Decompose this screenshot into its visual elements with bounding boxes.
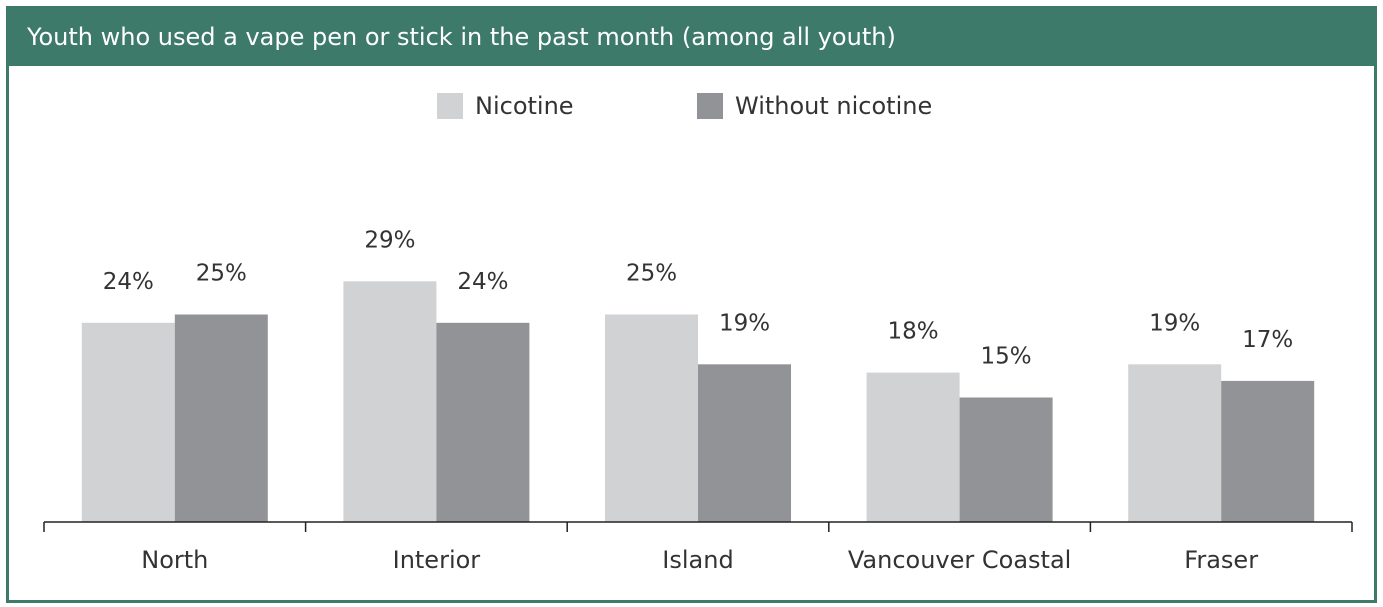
bar-3-0 <box>866 372 960 522</box>
bar-4-0 <box>1128 364 1222 522</box>
x-tick-label-3: Vancouver Coastal <box>848 546 1071 574</box>
bar-3-1 <box>959 397 1053 522</box>
data-label-4-1: 17% <box>1242 327 1293 353</box>
bar-4-1 <box>1221 380 1315 522</box>
data-label-4-0: 19% <box>1149 310 1200 336</box>
data-label-1-1: 24% <box>457 269 508 295</box>
x-tick-label-0: North <box>141 546 208 574</box>
legend-label-1: Without nicotine <box>735 92 932 120</box>
data-label-2-0: 25% <box>626 261 677 287</box>
legend-swatch-1 <box>697 93 723 119</box>
bar-2-0 <box>605 314 698 522</box>
bar-0-0 <box>81 322 175 522</box>
chart-title: Youth who used a vape pen or stick in th… <box>9 9 1374 66</box>
bar-0-1 <box>174 314 268 522</box>
x-tick-label-1: Interior <box>393 546 481 574</box>
data-label-3-1: 15% <box>981 344 1032 370</box>
x-tick-label-4: Fraser <box>1184 546 1258 574</box>
legend-swatch-0 <box>437 93 463 119</box>
bar-2-1 <box>698 364 791 522</box>
x-tick-label-2: Island <box>662 546 733 574</box>
data-label-1-0: 29% <box>364 227 415 253</box>
bar-1-1 <box>436 322 530 522</box>
bar-1-0 <box>343 281 437 522</box>
data-label-3-0: 18% <box>888 319 939 345</box>
legend-label-0: Nicotine <box>475 92 574 120</box>
data-label-0-0: 24% <box>103 269 154 295</box>
data-label-2-1: 19% <box>719 310 770 336</box>
data-label-0-1: 25% <box>196 261 247 287</box>
